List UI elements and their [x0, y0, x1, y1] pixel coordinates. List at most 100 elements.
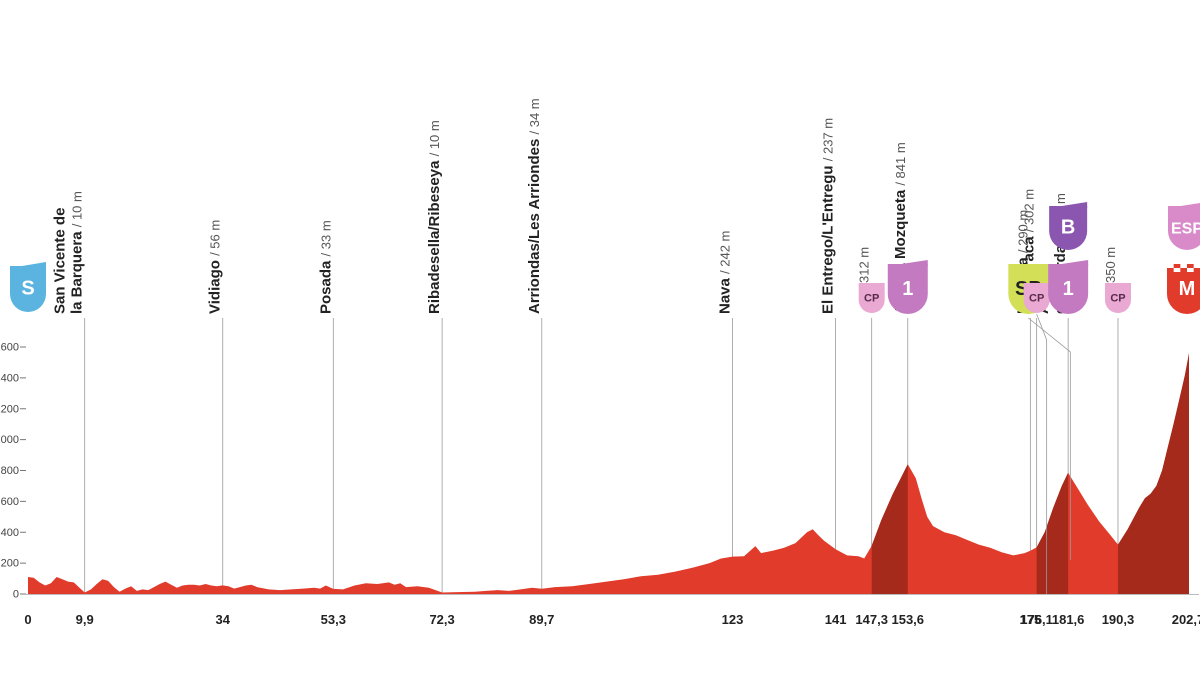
km-label: 0	[24, 612, 31, 627]
place-name: San Vicente de	[52, 208, 69, 314]
km-label: 176,1	[1020, 612, 1053, 627]
y-tick-label: 800	[1, 465, 19, 477]
place-altitude: / 290 m	[1015, 210, 1030, 253]
place-name: la Barquera / 10 m	[69, 191, 86, 314]
place-altitude: 312 m	[857, 247, 872, 283]
marker-badge	[10, 266, 46, 312]
finish-check	[1193, 264, 1200, 268]
marker-badge	[1167, 264, 1200, 314]
marker-flag	[1168, 202, 1200, 208]
place-altitude: / 10 m	[70, 191, 85, 227]
place-altitude: / 34 m	[527, 98, 542, 134]
finish-check	[1167, 264, 1174, 268]
finish-check	[1187, 268, 1194, 272]
km-label: 153,6	[891, 612, 924, 627]
finish-check	[1180, 264, 1187, 268]
place-label: Arriondas/Les Arriondes / 34 m	[526, 98, 543, 314]
y-tick-label: 400	[1, 527, 19, 539]
elevation-profile	[20, 353, 1199, 595]
marker-special: ESP	[1168, 202, 1200, 250]
km-label: 89,7	[529, 612, 554, 627]
marker-cat: 1	[1048, 260, 1089, 314]
place-name: Posada / 33 m	[317, 220, 334, 314]
y-tick-label: 200	[1, 558, 19, 570]
place-altitude: / 56 m	[208, 220, 223, 256]
place-altitude: / 841 m	[893, 142, 908, 185]
place-name: Ribadesella/Ribeseya / 10 m	[426, 120, 443, 314]
place-label: Posada / 33 m	[317, 220, 334, 314]
marker-badge	[887, 264, 928, 314]
marker-cp: CP	[858, 283, 885, 313]
place-label: San Vicente de la Barquera / 10 m	[52, 191, 86, 314]
place-label: 350 m	[1103, 247, 1118, 283]
marker-bonus: B	[1049, 202, 1088, 250]
place-name: Nava / 242 m	[717, 231, 734, 314]
km-label: 202,7	[1172, 612, 1200, 627]
y-tick-label: 600	[1, 496, 19, 508]
y-tick-label: 1200	[0, 403, 19, 415]
marker-label: S	[21, 278, 34, 300]
place-altitude: / 242 m	[718, 231, 733, 274]
place-altitude: 350 m	[1103, 247, 1118, 283]
place-labels: San Vicente de la Barquera / 10 m Vidiago …	[52, 98, 1118, 314]
marker-label: ESP	[1171, 220, 1200, 237]
place-label: Nava / 242 m	[717, 231, 734, 314]
km-label: 175	[1019, 612, 1041, 627]
km-label: 147,3	[855, 612, 888, 627]
place-altitude: / 33 m	[318, 220, 333, 256]
marker-cat: 1	[887, 260, 928, 314]
y-tick-label: 1400	[0, 372, 19, 384]
marker-badge	[1049, 206, 1088, 250]
marker-cp: CP	[1023, 283, 1050, 313]
place-name: El Entrego/L'Entregu / 237 m	[820, 118, 837, 314]
marker-flag	[1049, 202, 1088, 208]
marker-finish: M	[1167, 264, 1200, 314]
y-tick-label: 1000	[0, 434, 19, 446]
marker-badge	[858, 283, 885, 313]
climb-shading	[871, 464, 908, 594]
km-label: 141	[825, 612, 847, 627]
leader-line	[1036, 313, 1048, 594]
km-label: 53,3	[321, 612, 346, 627]
km-label: 72,3	[429, 612, 454, 627]
marker-label: 1	[902, 278, 913, 300]
marker-label: 1	[1063, 278, 1074, 300]
marker-label: CP	[864, 293, 879, 305]
place-label: El Entrego/L'Entregu / 237 m	[820, 118, 837, 314]
marker-badge	[1048, 264, 1089, 314]
km-label: 123	[722, 612, 744, 627]
marker-badge	[1168, 206, 1200, 250]
place-altitude: / 302 m	[1022, 189, 1037, 232]
marker-flag	[887, 260, 928, 266]
elevation-area	[28, 353, 1189, 594]
climb-shading	[1117, 353, 1189, 594]
km-label: 34	[216, 612, 231, 627]
marker-label: CP	[1110, 293, 1125, 305]
place-altitude: / 10 m	[427, 120, 442, 156]
place-label: Vidiago / 56 m	[207, 220, 224, 314]
place-label: Ribadesella/Ribeseya / 10 m	[426, 120, 443, 314]
km-label: 9,9	[76, 612, 94, 627]
marker-flag	[10, 262, 46, 268]
marker-badge	[1104, 283, 1131, 313]
climb-markers: SCP1SPCP1BCPMESP	[10, 202, 1200, 594]
place-altitude: / 237 m	[821, 118, 836, 161]
marker-flag	[1048, 260, 1089, 266]
marker-start: S	[10, 262, 46, 312]
place-name: Vidiago / 56 m	[207, 220, 224, 314]
marker-cp: CP	[1104, 283, 1131, 313]
y-axis: 0 200 400 600 800 1000 1200 1400 1600	[0, 342, 26, 601]
marker-label: M	[1179, 278, 1196, 300]
place-label: 312 m	[857, 247, 872, 283]
marker-label: CP	[1029, 293, 1044, 305]
finish-check	[1173, 268, 1181, 272]
place-name: Arriondas/Les Arriondes / 34 m	[526, 98, 543, 314]
km-label: 181,6	[1052, 612, 1085, 627]
y-tick-label: 0	[13, 589, 19, 601]
marker-label: B	[1061, 216, 1075, 238]
x-axis-km-labels: 0 9,9 34 53,3 72,3 89,7 123 141 147,3 153,6 175176…	[24, 612, 1200, 627]
climb-shading	[1036, 472, 1069, 594]
y-tick-label: 1600	[0, 342, 19, 354]
km-label: 190,3	[1102, 612, 1135, 627]
